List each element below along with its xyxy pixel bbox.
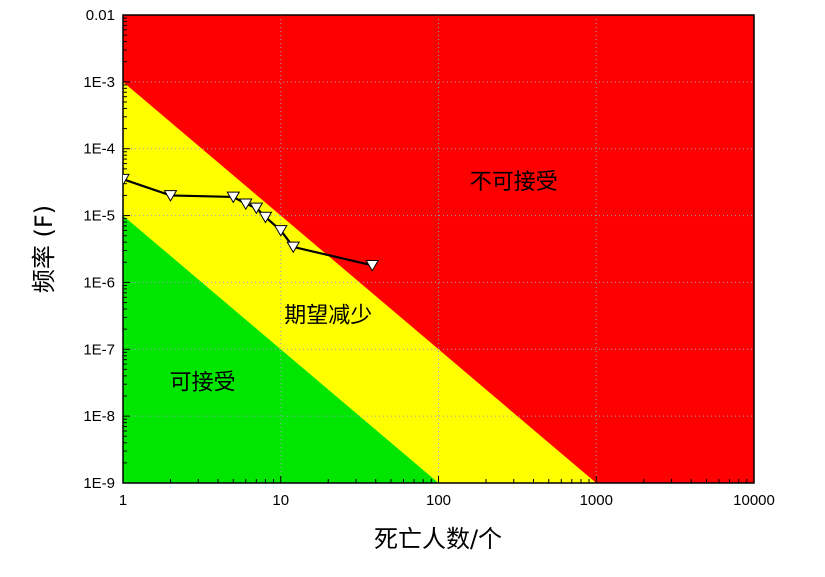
x-tick-label: 1 (119, 492, 127, 509)
axis-ticks (122, 14, 755, 484)
data-point (258, 211, 273, 224)
zone-label-acceptable: 可接受 (170, 371, 236, 396)
data-point (286, 241, 301, 254)
data-point (365, 260, 380, 272)
risk-regions (123, 15, 754, 483)
data-point (238, 198, 253, 211)
x-tick-label: 100 (426, 492, 451, 509)
y-tick-labels: 0.01 1E-3 1E-4 1E-5 1E-6 1E-7 1E-8 1E-9 (83, 7, 115, 492)
x-tick-label: 10000 (733, 492, 775, 509)
x-tick-label: 1000 (580, 492, 613, 509)
y-tick-label: 1E-6 (83, 274, 115, 291)
zone-label-reduce-desired: 期望减少 (284, 304, 372, 329)
x-tick-label: 10 (272, 492, 289, 509)
data-point (163, 190, 178, 202)
data-point (123, 173, 130, 186)
x-tick-labels: 1 10 100 1000 10000 (119, 492, 775, 509)
y-tick-label: 1E-7 (83, 341, 115, 358)
y-tick-label: 1E-8 (83, 408, 115, 425)
x-axis-title: 死亡人数/个 (374, 525, 502, 553)
data-point (273, 225, 288, 237)
zone-label-unacceptable: 不可接受 (470, 170, 558, 195)
y-tick-label: 1E-5 (83, 208, 115, 225)
y-tick-label: 1E-4 (83, 141, 115, 158)
data-series (123, 173, 380, 272)
y-tick-label: 0.01 (86, 7, 115, 24)
data-point (249, 202, 264, 215)
y-tick-label: 1E-3 (83, 74, 115, 91)
region-acceptable (123, 215, 439, 483)
data-point (226, 191, 241, 204)
y-axis-title: 频率 (F) (30, 205, 58, 293)
y-tick-label: 1E-9 (83, 475, 115, 492)
